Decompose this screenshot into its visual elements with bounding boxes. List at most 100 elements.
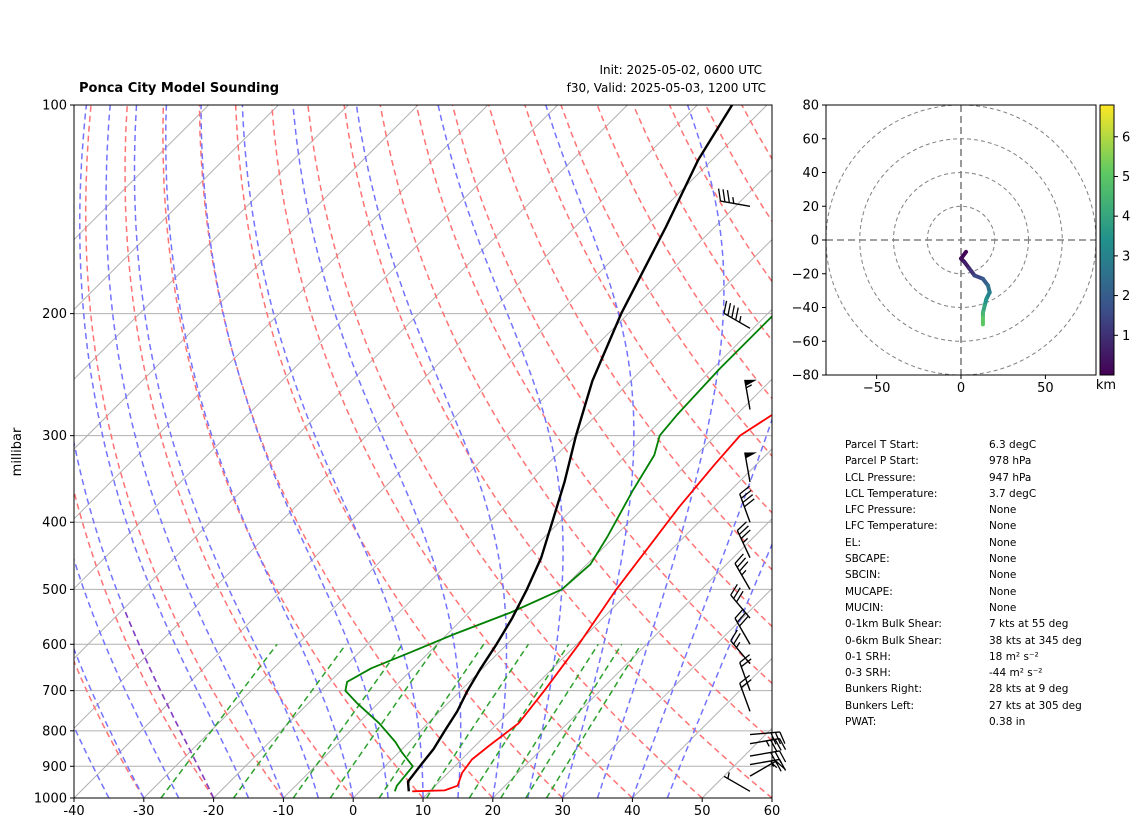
valid-time-label: f30, Valid: 2025-05-03, 1200 UTC: [567, 81, 766, 95]
colorbar-tick-label: 4: [1122, 210, 1130, 225]
wind-barb-full: [717, 188, 722, 202]
isotherm-line: [74, 105, 698, 729]
isotherm-line: [74, 105, 558, 590]
hodo-y-tick-label: −60: [792, 335, 819, 350]
isotherm-line: [422, 448, 772, 798]
wind-barb-full: [774, 751, 782, 764]
dry-adiabat-line: [524, 105, 772, 514]
colorbar-label: km: [1096, 378, 1116, 393]
parameter-value: None: [989, 504, 1017, 517]
moist-adiabat-line: [165, 105, 354, 798]
dry-adiabat-line: [343, 105, 772, 798]
y-tick-label: 500: [42, 583, 67, 598]
wind-barb-half: [741, 569, 747, 576]
wind-barb-half: [745, 384, 753, 389]
parameter-label: 0-1 SRH:: [845, 650, 891, 663]
wind-barb-full: [740, 529, 751, 540]
parameter-row: Parcel T Start: 6.3 degC: [845, 437, 1082, 453]
moist-adiabat-line: [596, 105, 725, 798]
hodograph-trace: [959, 249, 992, 327]
y-tick-label: 300: [42, 429, 67, 444]
parameter-value: -44 m² s⁻²: [989, 667, 1043, 680]
moist-adiabat-line: [292, 105, 462, 798]
parameter-row: 0-6km Bulk Shear: 38 kts at 345 deg: [845, 633, 1082, 649]
parameter-value: 3.7 degC: [989, 487, 1037, 500]
isotherm-line: [74, 105, 489, 520]
parameter-row: Bunkers Left: 27 kts at 305 deg: [845, 698, 1082, 714]
colorbar-tick-label: 2: [1122, 289, 1130, 304]
wind-barb-staff: [730, 594, 751, 619]
wind-barb-staff: [744, 379, 751, 410]
wind-barb-full: [736, 521, 747, 531]
dgz-line: [123, 608, 215, 798]
wind-barb-full: [774, 732, 782, 745]
mixing-ratio-line: [292, 643, 404, 798]
hodo-y-tick-label: 20: [802, 200, 819, 215]
wind-barb-full: [740, 489, 752, 499]
mixing-ratio-line: [545, 643, 642, 798]
hodo-y-tick-label: 0: [811, 234, 819, 249]
wind-barb-half: [738, 315, 742, 323]
parameter-label: MUCAPE:: [845, 585, 893, 598]
skewt-frame: [73, 104, 773, 799]
wind-barb-full: [736, 557, 747, 568]
moist-adiabat-line: [79, 105, 250, 798]
parameter-row: LCL Pressure: 947 hPa: [845, 470, 1082, 486]
y-tick-label: 800: [42, 724, 67, 739]
parameter-label: LCL Pressure:: [845, 471, 916, 484]
parameter-row: LFC Temperature: None: [845, 518, 1082, 534]
wind-barb-flag: [744, 379, 757, 386]
x-tick-label: 60: [764, 804, 781, 819]
wind-barb-full: [734, 553, 744, 564]
wind-barb-staff: [749, 750, 780, 757]
x-tick-label: 30: [554, 804, 571, 819]
wind-barb: [734, 608, 751, 645]
wind-barb-full: [722, 189, 726, 202]
wind-barb-full: [778, 750, 787, 763]
dry-adiabat-line: [234, 105, 564, 798]
y-tick-label: 200: [42, 307, 67, 322]
isotherm-line: [283, 308, 772, 798]
parameter-label: Bunkers Left:: [845, 699, 915, 712]
parameter-row: LCL Temperature: 3.7 degC: [845, 486, 1082, 502]
mixing-ratio-line: [500, 643, 599, 798]
parameter-row: Parcel P Start: 978 hPa: [845, 453, 1082, 469]
moist-adiabat-line: [355, 105, 508, 798]
parameter-row: SBCIN: None: [845, 567, 1082, 583]
y-tick-label: 100: [42, 99, 67, 114]
y-tick-label: 700: [42, 684, 67, 699]
parameter-value: 18 m² s⁻²: [989, 650, 1039, 663]
x-tick-label: -20: [203, 804, 224, 819]
y-tick-label: 900: [42, 760, 67, 775]
wind-barb-full: [740, 658, 752, 668]
wind-barb: [739, 485, 755, 523]
wind-barb-full: [731, 305, 735, 318]
isotherm-line: [143, 169, 772, 798]
parameter-label: LFC Temperature:: [845, 520, 938, 533]
parameter-value: None: [989, 585, 1017, 598]
y-tick-label: 600: [42, 638, 67, 653]
chart-title: Ponca City Model Sounding: [79, 81, 279, 96]
wind-barb-full: [736, 612, 747, 623]
mixing-ratio-line: [329, 643, 439, 798]
wind-barb: [736, 521, 751, 558]
wind-barb: [744, 379, 757, 410]
wind-barb: [744, 452, 757, 483]
parameter-value: 947 hPa: [989, 471, 1032, 484]
x-tick-label: 50: [694, 804, 711, 819]
dry-adiabat-line: [271, 105, 633, 798]
wind-barbs: [717, 188, 787, 792]
parameter-value: 28 kts at 9 deg: [989, 683, 1069, 696]
wind-barb-full: [739, 561, 749, 572]
isotherm-line: [213, 238, 772, 798]
moist-adiabat-line: [241, 105, 424, 798]
moist-adiabat-line: [74, 647, 145, 798]
y-tick-label: 1000: [34, 792, 67, 807]
dry-adiabat-line: [307, 105, 703, 798]
mixing-ratio-line: [160, 643, 278, 798]
isotherm-line: [492, 518, 772, 798]
wind-barb-full: [733, 633, 741, 645]
parameter-row: 0-1 SRH: 18 m² s⁻²: [845, 649, 1082, 665]
hodo-y-tick-label: 40: [802, 166, 819, 181]
x-tick-label: -40: [63, 804, 84, 819]
